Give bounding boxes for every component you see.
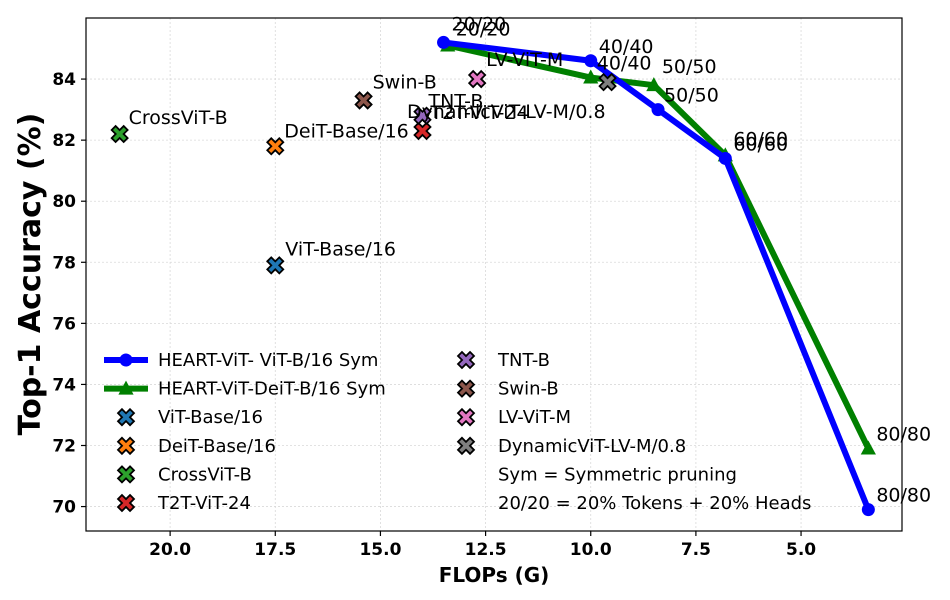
legend-swatch-marker bbox=[116, 436, 136, 456]
series-1-point bbox=[860, 440, 876, 455]
point-label: 80/80 bbox=[876, 424, 931, 446]
point-label: 20/20 bbox=[452, 13, 507, 35]
series-0-point bbox=[437, 35, 451, 49]
point-label: 60/60 bbox=[733, 133, 788, 155]
series-1-point bbox=[583, 69, 599, 84]
legend-swatch-marker bbox=[116, 407, 136, 427]
y-tick-label: 74 bbox=[52, 375, 76, 395]
baseline-marker bbox=[413, 106, 432, 125]
x-tick-label: 20.0 bbox=[149, 540, 191, 560]
legend-swatch-marker-shape bbox=[116, 465, 136, 484]
point-label: 40/40 bbox=[599, 36, 654, 58]
legend-swatch-marker-shape bbox=[116, 436, 136, 456]
baseline-marker bbox=[266, 136, 285, 156]
baseline-marker bbox=[598, 72, 617, 92]
series-0-point bbox=[718, 151, 732, 165]
point-label: 50/50 bbox=[664, 85, 719, 107]
legend-label: TNT-B bbox=[497, 350, 550, 371]
legend-label: HEART-ViT- ViT-B/16 Sym bbox=[158, 350, 378, 371]
grid-layer bbox=[86, 18, 902, 531]
legend-swatch-marker bbox=[456, 379, 476, 398]
y-tick-label: 82 bbox=[52, 131, 76, 151]
legend-swatch-marker-shape bbox=[456, 379, 476, 398]
series-1-point bbox=[646, 77, 662, 92]
y-tick-label: 72 bbox=[52, 437, 76, 457]
x-tick-label: 5.0 bbox=[786, 540, 816, 560]
x-tick-label: 12.5 bbox=[465, 540, 507, 560]
point-label: 20/20 bbox=[456, 18, 511, 40]
baseline-marker-shape bbox=[110, 124, 129, 144]
series-0-point bbox=[861, 503, 875, 517]
baseline-label: LV-ViT-M bbox=[486, 49, 563, 71]
legend-swatch-marker-shape bbox=[456, 436, 476, 456]
legend-swatch-marker bbox=[456, 350, 476, 370]
legend-label: CrossViT-B bbox=[158, 464, 252, 485]
axis-ticks: 20.0 17.5 15.0 12.5 10.0 7.5 5.0 70 72 74 76 78 80 82… bbox=[52, 70, 816, 560]
baseline-marker-shape bbox=[354, 91, 373, 110]
series-0-point bbox=[651, 103, 665, 117]
plot-frame bbox=[85, 17, 903, 532]
point-label: 40/40 bbox=[597, 53, 652, 75]
baseline-label: DeiT-Base/16 bbox=[284, 120, 408, 142]
legend-swatch-marker bbox=[116, 465, 136, 484]
baseline-marker-shape bbox=[467, 69, 487, 89]
legend-swatch-marker-shape bbox=[116, 493, 136, 513]
baseline-marker-shape bbox=[598, 72, 617, 92]
baseline-marker-shape bbox=[266, 256, 285, 275]
series-layer bbox=[437, 35, 876, 517]
baseline-markers bbox=[110, 69, 617, 275]
y-tick-label: 70 bbox=[52, 498, 76, 518]
legend-label: Swin-B bbox=[498, 379, 559, 400]
legend-swatch-marker-shape bbox=[456, 407, 476, 427]
baseline-label: TNT-B bbox=[427, 91, 483, 113]
legend: HEART-ViT- ViT-B/16 Sym HEART-ViT-DeiT-B/… bbox=[104, 350, 811, 514]
legend-label: T2T-ViT-24 bbox=[157, 493, 251, 514]
x-axis-title: FLOPs (G) bbox=[439, 563, 550, 587]
point-label: 80/80 bbox=[876, 485, 931, 507]
baseline-label: DynamicViT-LV-M/0.8 bbox=[407, 101, 606, 123]
legend-label: HEART-ViT-DeiT-B/16 Sym bbox=[158, 379, 386, 400]
y-tick-label: 78 bbox=[52, 253, 76, 273]
legend-swatch-marker bbox=[116, 493, 136, 513]
x-tick-label: 7.5 bbox=[681, 540, 711, 560]
x-tick-label: 17.5 bbox=[254, 540, 296, 560]
series-0-point bbox=[584, 54, 598, 68]
point-label: 50/50 bbox=[662, 56, 717, 78]
legend-label: ViT-Base/16 bbox=[158, 407, 263, 428]
baseline-label: CrossViT-B bbox=[129, 107, 228, 129]
legend-label: DynamicViT-LV-M/0.8 bbox=[498, 436, 686, 457]
baseline-marker-shape bbox=[413, 106, 432, 125]
baseline-label: ViT-Base/16 bbox=[285, 238, 396, 260]
y-axis-title: Top-1 Accuracy (%) bbox=[13, 113, 48, 436]
legend-swatch-marker bbox=[456, 436, 476, 456]
legend-note: 20/20 = 20% Tokens + 20% Heads bbox=[498, 493, 811, 514]
x-tick-label: 15.0 bbox=[359, 540, 401, 560]
legend-swatch-marker-shape bbox=[116, 407, 136, 427]
baseline-marker bbox=[266, 256, 285, 275]
baseline-marker-shape bbox=[266, 136, 285, 156]
point-labels: ViT-Base/16 DeiT-Base/16 CrossViT-B T2T-ViT… bbox=[129, 13, 931, 506]
legend-note: Sym = Symmetric pruning bbox=[498, 464, 737, 485]
legend-label: LV-ViT-M bbox=[498, 407, 571, 428]
legend-swatch-marker bbox=[118, 380, 134, 395]
baseline-marker bbox=[354, 91, 373, 110]
y-tick-label: 80 bbox=[52, 192, 76, 212]
baseline-label: Swin-B bbox=[373, 71, 437, 93]
x-tick-label: 10.0 bbox=[570, 540, 612, 560]
legend-label: DeiT-Base/16 bbox=[158, 436, 276, 457]
legend-swatch-marker bbox=[119, 353, 133, 367]
point-label: 60/60 bbox=[733, 128, 788, 150]
legend-swatch-marker bbox=[456, 407, 476, 427]
baseline-marker bbox=[467, 69, 487, 89]
baseline-marker bbox=[110, 124, 129, 144]
y-tick-label: 76 bbox=[52, 314, 76, 334]
y-tick-label: 84 bbox=[52, 70, 76, 90]
baseline-label: T2T-ViT-24 bbox=[429, 102, 528, 124]
legend-swatch-marker-shape bbox=[456, 350, 476, 370]
